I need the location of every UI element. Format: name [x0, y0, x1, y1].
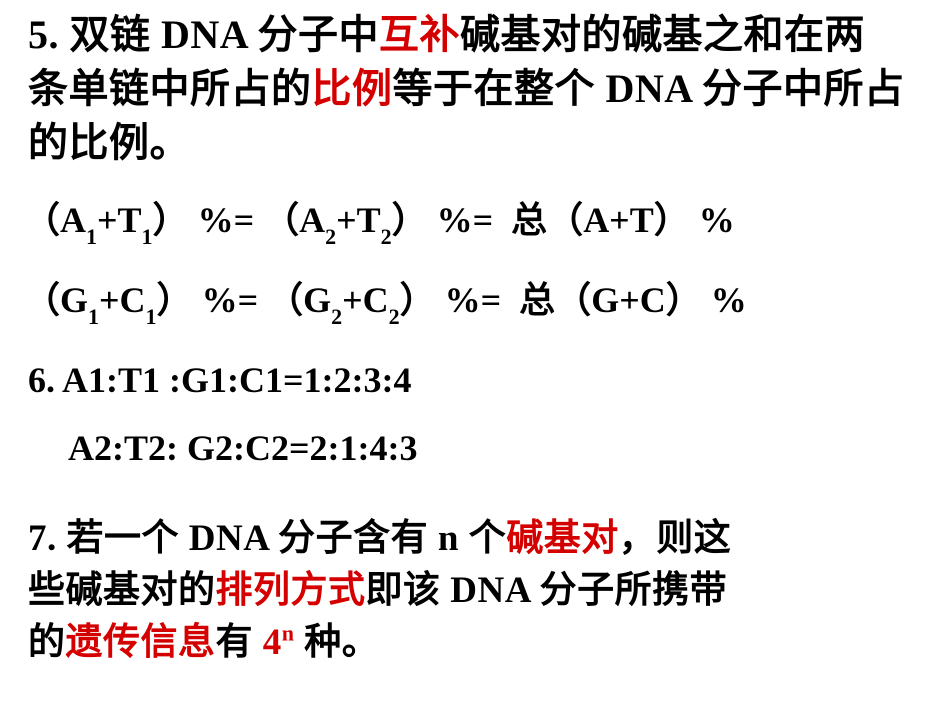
p7-t3c: 有	[216, 622, 263, 663]
eq2-rp3: ）	[666, 280, 702, 320]
eq2-s2a: 2	[331, 304, 342, 329]
eq2-zong: 总	[510, 280, 555, 320]
eq2-C1: C	[120, 280, 146, 320]
p5-t1b: 互补	[379, 12, 460, 57]
eq1-lp3: （	[547, 200, 583, 240]
eq2-rp1: ）	[157, 280, 193, 320]
eq2-rp2: ）	[400, 280, 436, 320]
point-6-line1: 6. A1:T1 :G1:C1=1:2:3:4	[28, 356, 934, 405]
p5-t1c: 碱基对的碱基之和在两	[460, 12, 865, 57]
eq1-pl1: +	[97, 200, 118, 240]
point-7: 7. 若一个 DNA 分子含有 n 个碱基对，则这 些碱基对的排列方式即该 DN…	[28, 513, 934, 668]
p5-t2c: 等于在整个 DNA 分子中所占	[393, 66, 905, 111]
eq2-G2: G	[303, 280, 331, 320]
eq1-lp2: （	[263, 200, 299, 240]
eq1-pct1: %=	[198, 200, 255, 240]
eq2-GC: G+C	[591, 280, 666, 320]
eq2-pl1: +	[99, 280, 120, 320]
p7-t1a: 若一个 DNA 分子含有 n 个	[67, 518, 507, 559]
eq2-lp2: （	[267, 280, 303, 320]
equation-at: （A1+T1） %= （A2+T2） %= 总（A+T） %	[24, 196, 934, 248]
eq1-pct3: %	[699, 200, 735, 240]
eq2-pct3: %	[711, 280, 747, 320]
eq1-A1: A	[60, 200, 86, 240]
eq2-lp1: （	[24, 280, 60, 320]
eq2-C2: C	[363, 280, 389, 320]
p7-t3b: 遗传信息	[66, 622, 216, 663]
eq1-T2: T	[357, 200, 381, 240]
eq2-lp3: （	[555, 280, 591, 320]
p7-4n: 4n	[263, 622, 295, 663]
eq1-pl2: +	[336, 200, 357, 240]
p7-t2b: 排列方式	[216, 570, 366, 611]
eq1-zong: 总	[502, 200, 547, 240]
p6-l2-right: 2:1:4:3	[310, 428, 418, 468]
p7-t1c: ，则这	[619, 518, 732, 559]
equation-gc: （G1+C1） %= （G2+C2） %= 总（G+C） %	[24, 276, 934, 328]
p5-t2a: 条单链中所占的	[28, 66, 312, 111]
p7-4: 4	[263, 622, 282, 663]
p7-t3e: 种。	[295, 622, 380, 663]
eq1-rp1: ）	[153, 200, 189, 240]
eq2-pct2: %=	[445, 280, 502, 320]
eq1-rp3: ）	[654, 200, 690, 240]
eq1-rp2: ）	[392, 200, 428, 240]
eq2-s1a: 1	[88, 304, 99, 329]
eq1-AT: A+T	[583, 200, 654, 240]
eq1-lp1: （	[24, 200, 60, 240]
p7-t3a: 的	[28, 622, 66, 663]
point-5: 5. 双链 DNA 分子中互补碱基对的碱基之和在两 条单链中所占的比例等于在整个…	[28, 8, 934, 170]
eq1-s2b: 2	[381, 224, 392, 249]
eq2-pl2: +	[342, 280, 363, 320]
p7-n-exp: n	[282, 620, 295, 645]
eq1-s1a: 1	[86, 224, 97, 249]
p6-l2-left: A2:T2: G2:C2=	[68, 428, 310, 468]
p5-t2b: 比例	[312, 66, 393, 111]
eq2-s2b: 2	[389, 304, 400, 329]
p5-t3: 的比例。	[28, 120, 190, 165]
p7-t1b: 碱基对	[506, 518, 619, 559]
p7-t2a: 些碱基对的	[28, 570, 216, 611]
p5-t1a: 双链 DNA 分子中	[70, 12, 379, 57]
eq1-s1b: 1	[142, 224, 153, 249]
eq1-T1: T	[118, 200, 142, 240]
point-6-line2: A2:T2: G2:C2=2:1:4:3	[68, 424, 934, 473]
slide-content: 5. 双链 DNA 分子中互补碱基对的碱基之和在两 条单链中所占的比例等于在整个…	[0, 0, 950, 668]
eq1-s2a: 2	[325, 224, 336, 249]
p7-t2c: 即该 DNA 分子所携带	[366, 570, 728, 611]
eq2-G1: G	[60, 280, 88, 320]
eq1-pct2: %=	[437, 200, 494, 240]
eq2-s1b: 1	[146, 304, 157, 329]
eq2-pct1: %=	[202, 280, 259, 320]
p5-num: 5.	[28, 12, 70, 57]
p7-num: 7.	[28, 518, 67, 559]
eq1-A2: A	[299, 200, 325, 240]
